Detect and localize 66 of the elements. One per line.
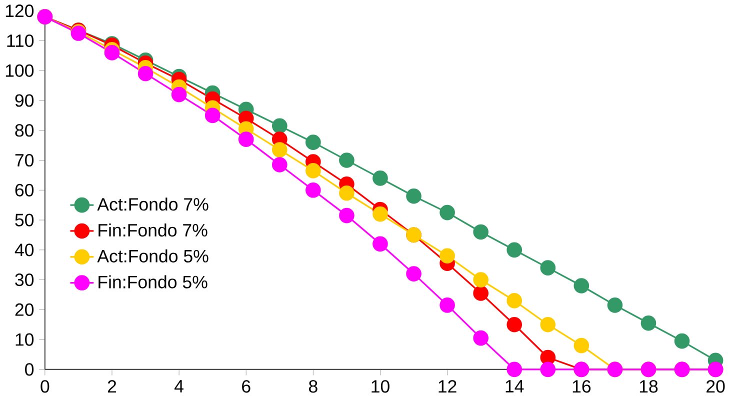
point: [306, 134, 321, 150]
point: [540, 362, 556, 377]
point: [339, 152, 354, 168]
point: [339, 208, 354, 224]
point: [306, 162, 321, 178]
point: [238, 132, 254, 147]
point: [372, 170, 388, 186]
y-tick-label: 70: [15, 154, 34, 166]
x-tick-label: 8: [309, 380, 318, 393]
point: [473, 285, 488, 301]
point: [272, 142, 288, 158]
point: [640, 315, 656, 331]
point: [272, 118, 288, 134]
x-tick-label: 20: [706, 380, 725, 393]
point: [306, 182, 321, 198]
point: [440, 297, 455, 313]
x-tick-label: 12: [438, 380, 456, 392]
point: [406, 188, 422, 204]
point: [506, 242, 522, 258]
point: [540, 316, 556, 332]
point: [506, 292, 522, 308]
point: [339, 185, 354, 201]
legend-label: Fin:Fondo 5%: [98, 275, 208, 288]
y-tick-label: 10: [16, 333, 34, 346]
point: [406, 266, 422, 282]
x-tick-label: 14: [506, 380, 524, 392]
point: [607, 297, 623, 313]
x-tick-label: 6: [242, 380, 250, 393]
x-tick-label: 4: [174, 380, 184, 392]
point: [506, 316, 522, 332]
point: [506, 362, 522, 377]
y-tick-label: 80: [15, 124, 34, 137]
point: [674, 333, 690, 349]
x-tick-label: 18: [640, 380, 658, 393]
point: [104, 44, 120, 60]
y-tick-label: 50: [15, 214, 34, 226]
y-tick-label: 40: [14, 243, 34, 256]
point: [138, 66, 154, 82]
point: [540, 260, 556, 276]
y-tick-label: 60: [15, 184, 34, 196]
point: [372, 206, 388, 222]
point: [204, 108, 220, 123]
y-tick-label: 90: [15, 94, 34, 107]
point: [473, 330, 488, 346]
x-tick-label: 10: [372, 380, 390, 393]
point: [171, 86, 187, 102]
point: [440, 248, 455, 264]
point: [574, 278, 590, 294]
y-tick-label: 30: [15, 273, 34, 286]
point: [574, 338, 590, 354]
point: [440, 204, 455, 220]
y-tick-label: 120: [6, 4, 34, 18]
point: [473, 272, 488, 288]
point: [473, 224, 488, 240]
legend-label: Act:Fondo 5%: [97, 249, 208, 262]
y-tick-label: 0: [25, 363, 34, 376]
legend-label: Fin:Fondo 7%: [98, 223, 208, 236]
x-tick-label: 2: [108, 380, 116, 392]
legend-label: Act:Fondo 7%: [97, 197, 208, 211]
y-tick-label: 110: [7, 34, 34, 47]
point: [272, 156, 288, 172]
y-tick-label: 100: [6, 64, 34, 77]
y-tick-label: 20: [15, 303, 34, 316]
point: [372, 236, 388, 252]
x-tick-label: 0: [40, 380, 50, 393]
x-tick-label: 16: [572, 380, 591, 393]
